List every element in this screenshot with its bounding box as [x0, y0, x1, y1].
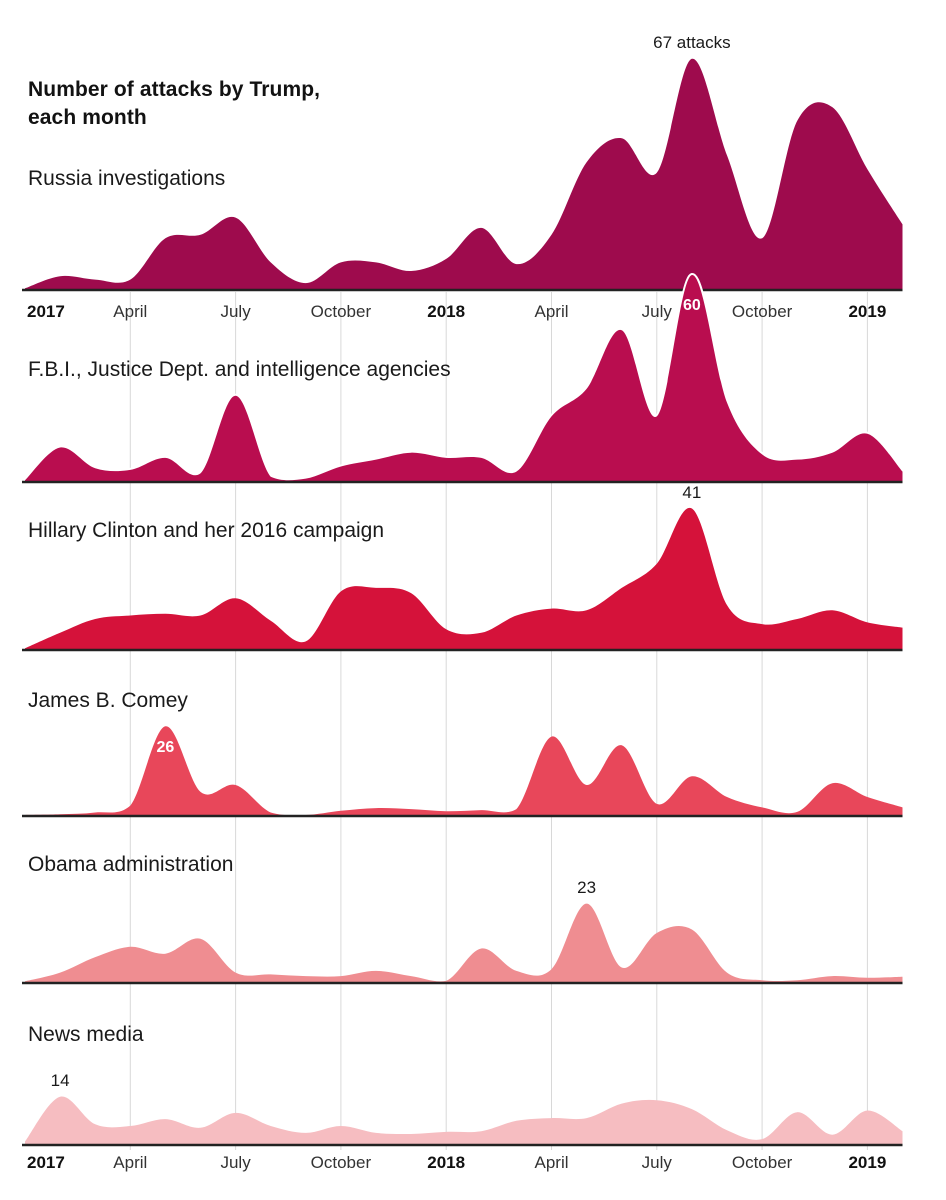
section-label-fbi: F.B.I., Justice Dept. and intelligence a… [28, 358, 451, 381]
peak-annotation-obama: 23 [577, 877, 597, 897]
section-label-news: News media [28, 1023, 144, 1046]
section-label-hillary: Hillary Clinton and her 2016 campaign [28, 519, 385, 542]
axis-tick-top-october-3: October [310, 302, 372, 321]
axis-tick-top-april-1: April [113, 302, 148, 321]
fbi-area [25, 274, 903, 482]
section-label-comey: James B. Comey [28, 689, 188, 712]
axis-tick-bottom-july-2: July [220, 1153, 251, 1172]
peak-annotation-fbi: 60 [682, 297, 701, 314]
comey-area [25, 726, 903, 816]
section-label-obama: Obama administration [28, 853, 234, 876]
axis-tick-bottom-april-5: April [534, 1153, 569, 1172]
russia-area [25, 58, 903, 291]
axis-tick-bottom-october-3: October [310, 1153, 372, 1172]
peak-annotation-hillary: 41 [682, 482, 702, 502]
axis-tick-bottom-2019-8: 2019 [848, 1153, 887, 1172]
axis-tick-top-july-2: July [220, 302, 251, 321]
axis-tick-bottom-2018-4: 2018 [427, 1153, 466, 1172]
peak-annotation-news: 14 [50, 1070, 70, 1090]
obama-area [25, 903, 903, 983]
axis-tick-top-2018-4: 2018 [427, 302, 466, 321]
chart-title-line-1: Number of attacks by Trump, [28, 78, 321, 101]
chart-title-line-2: each month [28, 106, 147, 129]
peak-annotation-comey: 26 [156, 739, 175, 757]
news-area [25, 1096, 903, 1145]
section-label-russia: Russia investigations [28, 167, 226, 190]
peak-annotation-russia: 67 attacks [653, 32, 731, 52]
axis-tick-top-july-6: July [641, 302, 672, 321]
axis-tick-bottom-july-6: July [641, 1153, 672, 1172]
axis-tick-top-2017-0: 2017 [27, 302, 65, 321]
chart-title: Number of attacks by Trump, each month [28, 76, 320, 132]
hillary-area [25, 507, 903, 650]
axis-tick-top-april-5: April [534, 302, 569, 321]
axis-tick-bottom-october-7: October [731, 1153, 793, 1172]
axis-tick-top-october-7: October [731, 302, 793, 321]
axis-tick-top-2019-8: 2019 [848, 302, 887, 321]
axis-tick-bottom-april-1: April [113, 1153, 148, 1172]
axis-tick-bottom-2017-0: 2017 [27, 1153, 65, 1172]
